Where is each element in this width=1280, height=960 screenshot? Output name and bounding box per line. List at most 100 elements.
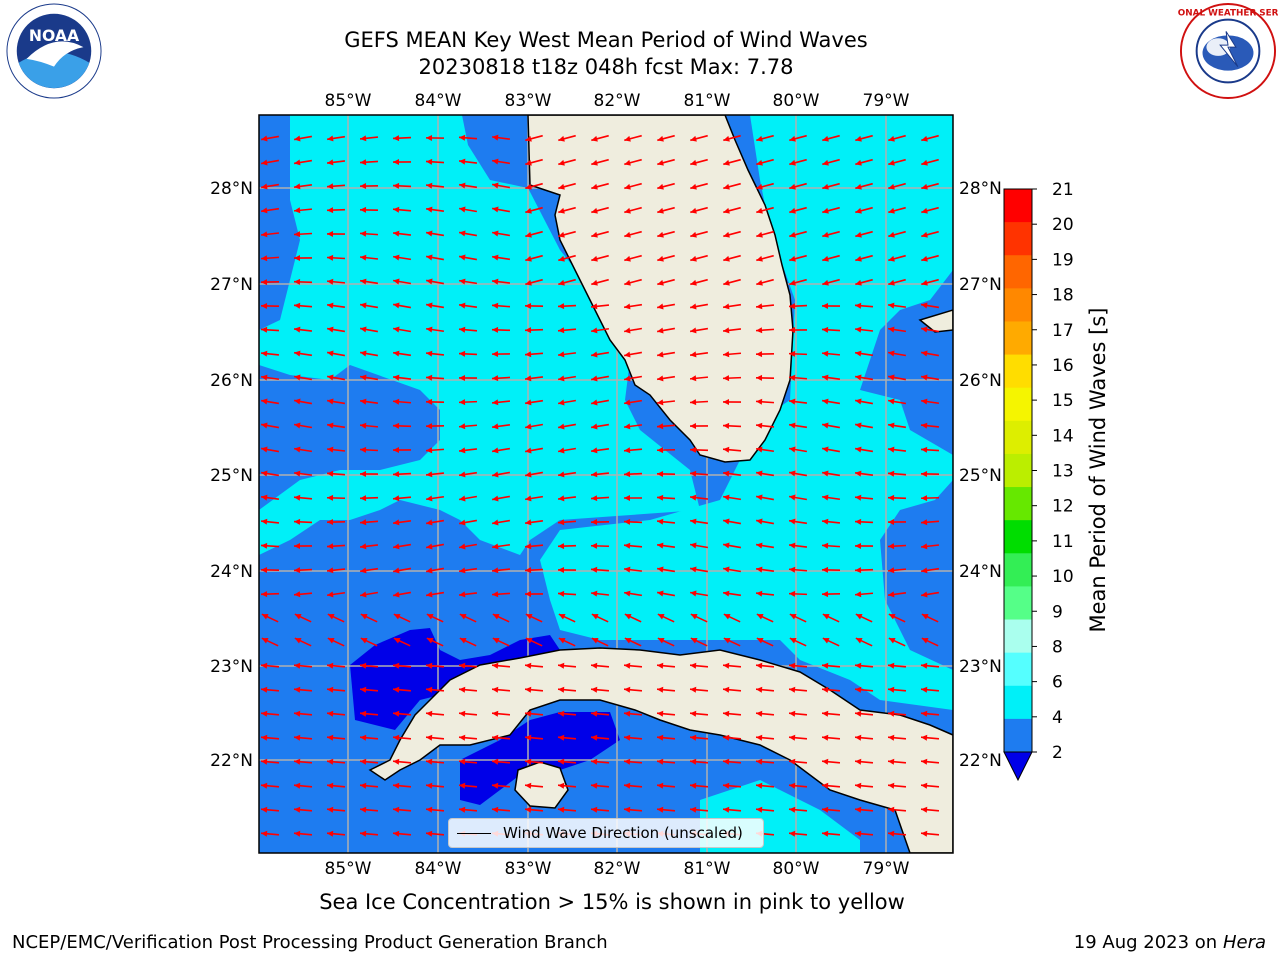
wind-arrow-head [558,423,565,430]
lon-label-bottom: 83°W [505,859,552,879]
wind-arrow-head [261,494,268,501]
wind-arrow-head [525,782,532,789]
wind-arrow-head [393,686,400,693]
wind-arrow-head [888,302,895,309]
ocean-field-below-2-south [460,712,620,805]
wind-arrow-head [690,183,697,190]
wind-arrow-head [525,231,532,238]
wind-arrow-head [426,686,433,693]
wind-arrow-head [426,710,433,717]
wind-arrow-head [294,494,301,501]
wind-arrow-head [558,231,565,238]
wind-arrow-head [690,734,697,741]
wind-arrow-head [822,446,829,453]
wind-arrow-head [624,590,631,597]
wind-arrow-head [822,830,829,837]
wind-arrow-head [888,470,895,477]
wind-arrow-head [888,279,895,286]
wind-arrow-head [888,734,895,741]
colorbar-band [1004,321,1032,356]
lat-label-right: 24°N [959,562,1002,582]
wind-arrow-head [327,470,334,477]
wind-arrow-head [558,495,565,502]
wind-arrow-head [525,183,532,190]
wind-arrow-head [756,231,763,238]
wind-arrow-head [492,375,499,382]
wind-arrow-head [459,567,466,574]
wind-arrow-head [789,590,796,597]
wind-arrow-head [327,782,334,789]
wind-arrow-head [261,207,268,214]
wind-arrow-head [855,398,862,405]
wind-arrow-head [624,542,631,549]
wind-arrow-head [756,327,763,334]
wind-arrow-head [855,806,862,813]
wind-arrow-head [327,207,334,214]
wind-arrow-head [822,518,829,525]
wind-arrow-head [921,231,928,238]
legend-line-icon [457,832,491,834]
wind-arrow-head [294,278,301,285]
wind-arrow-head [492,638,500,644]
wind-arrow-head [327,591,334,598]
wind-arrow-head [822,686,829,693]
wind-arrow-head [921,591,928,598]
colorbar-band [1004,619,1032,654]
wind-arrow-head [822,782,829,789]
wind-arrow-head [426,182,433,189]
wind-arrow-head [393,638,401,644]
wind-arrow-head [294,830,301,837]
wind-arrow-head [624,159,631,166]
wind-arrow-head [789,470,796,477]
wind-arrow-head [426,471,433,478]
wind-arrow-head [558,686,565,693]
wind-arrow-head [261,446,268,453]
wind-arrow-head [426,206,433,213]
wind-arrow-head [294,591,301,598]
wind-arrow-head [888,159,895,166]
wind-arrow-head [525,567,532,574]
wind-arrow-head [591,447,598,454]
wind-arrow-head [657,399,664,406]
wind-arrow-head [822,398,829,405]
wind-arrow-head [294,518,301,525]
wind-arrow-head [624,375,631,382]
wind-arrow-head [459,638,467,644]
wind-arrow-head [558,351,565,358]
wind-arrow-head [426,567,433,574]
lat-label-left: 27°N [210,275,253,295]
wind-arrow-head [294,662,301,669]
wind-arrow-head [723,279,730,286]
wind-arrow-head [261,279,268,286]
wind-arrow-head [756,638,764,644]
wind-arrow-head [690,279,697,286]
wind-arrow-head [690,351,697,358]
colorbar-tick-label: 9 [1052,602,1063,622]
wind-arrow-head [657,806,664,813]
wind-arrow-head [558,399,565,406]
wind-arrow-head [921,279,928,286]
run-machine: Hera [1222,932,1266,953]
wind-arrow-head [723,327,730,334]
wind-arrow-head [822,207,829,214]
wind-arrow-head [492,423,499,430]
wind-arrow-head [822,710,829,717]
wind-arrow-head [393,782,400,789]
wind-arrow-head [492,254,499,261]
wind-arrow-head [261,326,268,333]
wind-arrow-head [624,614,632,620]
wind-arrow-head [921,662,928,669]
wind-arrow-head [690,518,697,525]
wind-arrow-head [756,710,763,717]
lon-label-bottom: 82°W [594,859,641,879]
wind-arrow-head [327,350,334,357]
wind-arrow-head [657,590,664,597]
wind-arrow-head [492,734,499,741]
wind-arrow-head [426,447,433,454]
wind-arrow-head [921,638,929,644]
colorbar-band [1004,718,1032,753]
wind-arrow-head [690,375,697,382]
lon-label-top: 82°W [594,91,641,111]
wind-arrow-head [624,518,631,525]
wind-arrow-head [855,374,862,381]
